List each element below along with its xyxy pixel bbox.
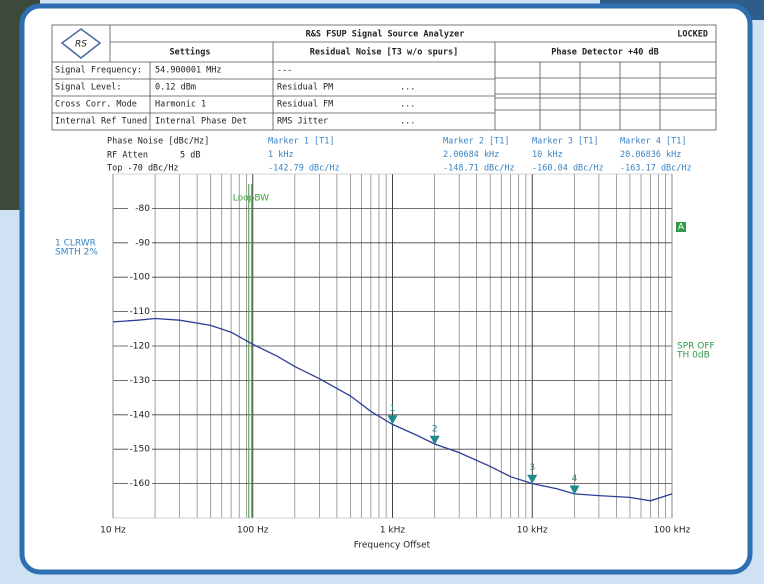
svg-text:RS: RS — [75, 40, 87, 50]
tick-label-bg — [128, 271, 152, 284]
y-tick-label: -160 — [130, 479, 151, 489]
side-label: SMTH 2% — [55, 248, 98, 258]
settings-cell: Cross Corr. Mode — [55, 100, 137, 110]
status: LOCKED — [677, 30, 708, 40]
residual-cell: RMS Jitter — [277, 117, 328, 127]
settings-cell: Signal Level: — [55, 83, 122, 93]
marker-info: -163.17 dBc/Hz — [620, 164, 692, 174]
tick-label-bg — [128, 477, 152, 490]
marker-label: 4 — [572, 474, 578, 484]
marker-info: -160.04 dBc/Hz — [532, 164, 604, 174]
residual-cell: ... — [400, 100, 415, 110]
residual-cell: ... — [400, 117, 415, 127]
info: 5 dB — [180, 151, 200, 161]
tick-label-bg — [128, 340, 152, 352]
marker — [569, 485, 580, 495]
x-tick-label: 10 kHz — [517, 526, 548, 536]
marker — [527, 474, 538, 484]
side-label: 1 CLRWR — [55, 239, 96, 249]
settings-cell: 0.12 dBm — [155, 83, 196, 93]
x-tick-label: 100 Hz — [237, 526, 269, 536]
tick-label-bg — [128, 374, 152, 387]
marker-label: 3 — [529, 463, 535, 473]
marker-label: 1 — [390, 404, 396, 414]
settings-cell: Harmonic 1 — [155, 100, 206, 110]
y-tick-label: -140 — [130, 410, 151, 420]
marker — [387, 415, 398, 425]
marker-info: Marker 1 [T1] — [268, 137, 335, 147]
flag-box — [676, 222, 686, 232]
marker — [429, 435, 440, 445]
side-label: TH 0dB — [676, 351, 710, 361]
table-frame — [51, 24, 717, 131]
x-tick-label: 10 Hz — [100, 526, 126, 536]
x-tick-label: 100 kHz — [654, 526, 691, 536]
settings-title: Settings — [170, 47, 211, 58]
logo: RS — [60, 28, 102, 59]
residual-cell: ... — [400, 83, 415, 93]
residual-cell: Residual PM — [277, 83, 333, 93]
y-tick-label: -100 — [130, 273, 151, 283]
y-tick-label: -130 — [130, 376, 151, 386]
detector-title: Phase Detector +40 dB — [551, 48, 658, 58]
marker-info: Marker 2 [T1] — [443, 137, 510, 147]
marker-label: 2 — [432, 424, 438, 434]
x-axis-title: Frequency Offset — [354, 541, 431, 551]
info: RF Atten — [107, 151, 148, 161]
marker-info: 10 kHz — [532, 150, 563, 160]
marker-info: 1 kHz — [268, 150, 294, 160]
info: Top -70 dBc/Hz — [107, 164, 179, 174]
side-label: SPR OFF — [677, 342, 715, 352]
settings-cell: Internal Phase Det — [155, 117, 247, 127]
title: R&S FSUP Signal Source Analyzer — [306, 29, 465, 40]
side-label: A — [678, 223, 685, 233]
x-tick-label: 1 kHz — [380, 526, 406, 536]
marker-info: -148.71 dBc/Hz — [443, 164, 515, 174]
marker-info: -142.79 dBc/Hz — [268, 164, 340, 174]
info: Phase Noise [dBc/Hz] — [107, 137, 209, 147]
settings-cell: Signal Frequency: — [55, 66, 142, 76]
settings-cell: Internal Ref Tuned — [55, 117, 147, 127]
marker-info: Marker 4 [T1] — [620, 137, 687, 147]
y-tick-label: -80 — [135, 204, 150, 214]
settings-cell: 54.900001 MHz — [155, 66, 222, 76]
y-tick-label: -120 — [130, 342, 151, 352]
y-tick-label: -150 — [130, 445, 151, 455]
marker-info: Marker 3 [T1] — [532, 137, 599, 147]
tick-label-bg — [128, 305, 152, 318]
marker-info: 20.06836 kHz — [620, 150, 681, 160]
marker-info: 2.00684 kHz — [443, 150, 499, 160]
header-table — [51, 24, 717, 131]
tick-label-bg — [128, 443, 152, 456]
y-tick-label: -110 — [130, 307, 151, 317]
tick-label-bg — [128, 202, 152, 215]
residual-title: Residual Noise [T3 w/o spurs] — [310, 47, 458, 58]
plot-frame — [112, 173, 673, 519]
tick-label-bg — [128, 408, 152, 421]
tick-label-bg — [128, 236, 152, 249]
residual-cell: --- — [277, 66, 292, 76]
residual-cell: Residual FM — [277, 100, 333, 110]
y-tick-label: -90 — [135, 238, 150, 248]
annotation: LoopBW — [233, 194, 269, 204]
